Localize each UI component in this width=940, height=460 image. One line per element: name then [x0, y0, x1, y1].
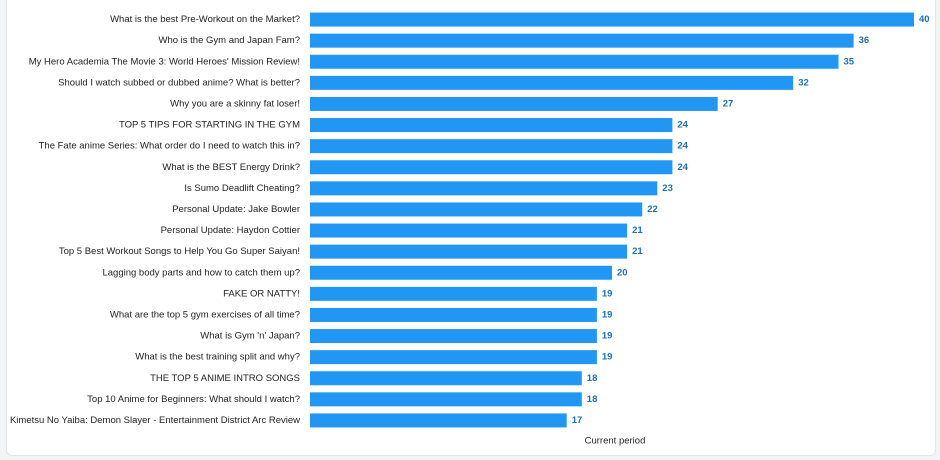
- bar[interactable]: [310, 244, 628, 259]
- bar[interactable]: [310, 202, 643, 217]
- value-label: 27: [723, 98, 734, 109]
- bar[interactable]: [310, 350, 597, 365]
- value-label: 19: [602, 309, 613, 320]
- category-label: Is Sumo Deadlift Cheating?: [184, 183, 300, 194]
- value-label: 19: [602, 288, 613, 299]
- value-label: 22: [647, 204, 658, 215]
- bar[interactable]: [310, 96, 718, 111]
- category-label: Why you are a skinny fat loser!: [170, 98, 300, 109]
- bar[interactable]: [310, 118, 673, 133]
- value-label: 17: [572, 415, 583, 426]
- bar[interactable]: [310, 329, 597, 344]
- bar[interactable]: [310, 33, 854, 48]
- value-label: 20: [617, 267, 628, 278]
- value-label: 19: [602, 331, 613, 342]
- value-label: 40: [919, 14, 930, 25]
- category-label: FAKE OR NATTY!: [223, 288, 300, 299]
- category-label: Top 10 Anime for Beginners: What should …: [87, 394, 300, 405]
- category-label: What is the best training split and why?: [135, 352, 300, 363]
- bar[interactable]: [310, 75, 794, 90]
- bar[interactable]: [310, 265, 612, 280]
- value-label: 21: [632, 225, 643, 236]
- bar[interactable]: [310, 12, 914, 27]
- bar[interactable]: [310, 223, 628, 238]
- bar[interactable]: [310, 160, 673, 175]
- category-label: What are the top 5 gym exercises of all …: [110, 309, 300, 320]
- value-label: 18: [587, 394, 598, 405]
- category-label: TOP 5 TIPS FOR STARTING IN THE GYM: [119, 120, 300, 131]
- value-label: 24: [677, 120, 688, 131]
- value-label: 23: [662, 183, 673, 194]
- x-axis-label: Current period: [585, 436, 646, 447]
- category-label: Lagging body parts and how to catch them…: [102, 267, 300, 278]
- category-label: Top 5 Best Workout Songs to Help You Go …: [59, 246, 300, 257]
- bar[interactable]: [310, 371, 582, 386]
- category-label: What is the best Pre-Workout on the Mark…: [110, 14, 300, 25]
- category-label: My Hero Academia The Movie 3: World Hero…: [29, 56, 300, 67]
- category-label: Who is the Gym and Japan Fam?: [158, 35, 300, 46]
- category-label: What is the BEST Energy Drink?: [162, 162, 300, 173]
- value-label: 24: [677, 141, 688, 152]
- category-label: THE TOP 5 ANIME INTRO SONGS: [150, 373, 300, 384]
- value-label: 19: [602, 352, 613, 363]
- category-label: Personal Update: Haydon Cottier: [161, 225, 300, 236]
- bar[interactable]: [310, 54, 839, 69]
- category-label: What is Gym 'n' Japan?: [200, 331, 300, 342]
- bar[interactable]: [310, 181, 658, 196]
- bar[interactable]: [310, 413, 567, 428]
- bar[interactable]: [310, 286, 597, 301]
- category-label: Kimetsu No Yaiba: Demon Slayer - Enterta…: [10, 415, 300, 426]
- category-label: The Fate anime Series: What order do I n…: [39, 141, 300, 152]
- bar[interactable]: [310, 139, 673, 154]
- bar[interactable]: [310, 392, 582, 407]
- category-label: Should I watch subbed or dubbed anime? W…: [58, 77, 300, 88]
- value-label: 24: [677, 162, 688, 173]
- value-label: 35: [844, 56, 855, 67]
- value-label: 18: [587, 373, 598, 384]
- value-label: 36: [859, 35, 870, 46]
- value-label: 21: [632, 246, 643, 257]
- bar[interactable]: [310, 307, 597, 322]
- value-label: 32: [798, 77, 809, 88]
- category-label: Personal Update: Jake Bowler: [172, 204, 300, 215]
